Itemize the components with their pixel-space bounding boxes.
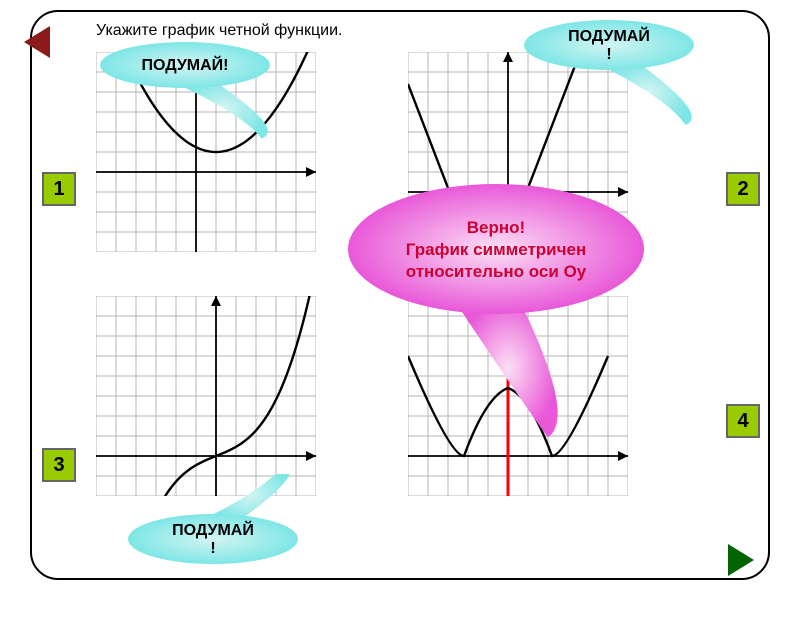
svg-text:!: ! [606, 46, 611, 63]
feedback-correct: Верно! График симметричен относительно оси… [318, 154, 674, 464]
graph-p3 [96, 296, 316, 496]
svg-text:относительно оси Оу: относительно оси Оу [406, 262, 587, 281]
svg-text:Верно!: Верно! [467, 218, 525, 237]
nav-forward-button[interactable] [720, 540, 760, 580]
option-button-3[interactable]: 3 [42, 448, 76, 482]
nav-back-button[interactable] [18, 22, 58, 62]
option-button-2[interactable]: 2 [726, 172, 760, 206]
svg-text:ПОДУМАЙ: ПОДУМАЙ [568, 26, 650, 45]
think-callout-1: ПОДУМАЙ! [60, 2, 310, 168]
think-callout-2: ПОДУМАЙ! [484, 0, 734, 150]
think-callout-3: ПОДУМАЙ! [88, 474, 338, 644]
option-button-4[interactable]: 4 [726, 404, 760, 438]
option-button-1[interactable]: 1 [42, 172, 76, 206]
svg-text:График симметричен: График симметричен [406, 240, 586, 259]
svg-text:!: ! [210, 540, 215, 557]
svg-text:ПОДУМАЙ!: ПОДУМАЙ! [142, 55, 229, 74]
svg-text:ПОДУМАЙ: ПОДУМАЙ [172, 520, 254, 539]
